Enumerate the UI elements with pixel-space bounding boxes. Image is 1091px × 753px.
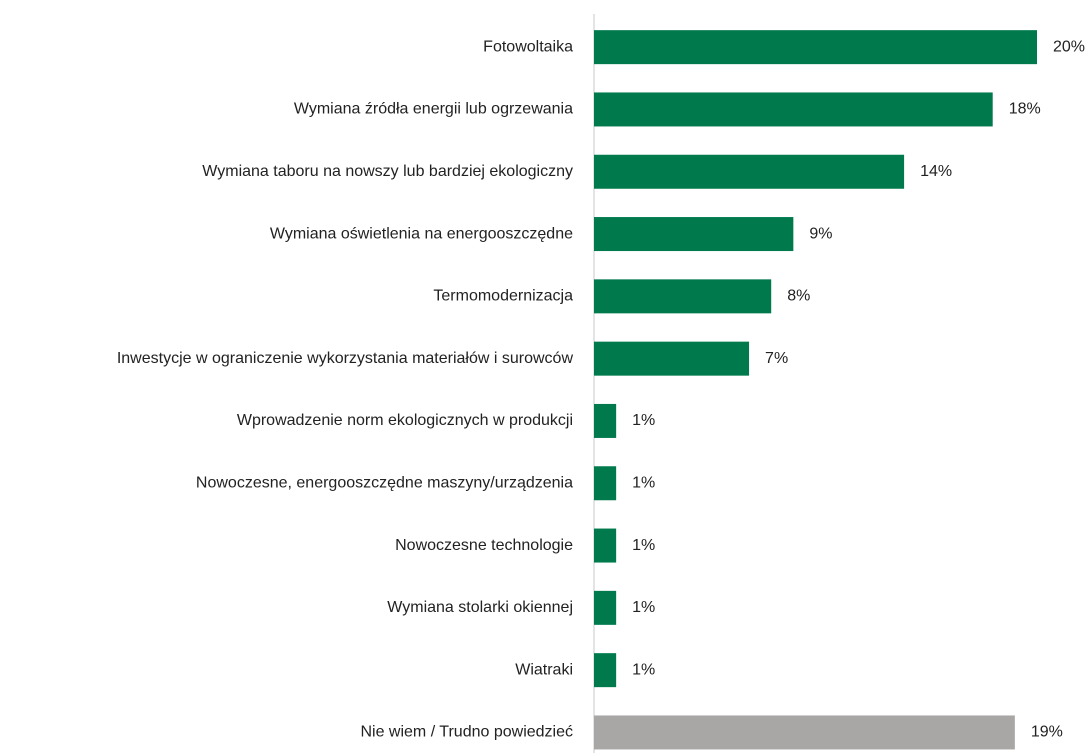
bar	[594, 590, 617, 625]
value-label: 1%	[632, 661, 655, 678]
bar	[594, 217, 794, 252]
value-label: 14%	[920, 163, 952, 180]
bar	[594, 92, 993, 127]
value-label: 1%	[632, 537, 655, 554]
value-label: 9%	[809, 225, 832, 242]
bar	[594, 653, 617, 688]
bar	[594, 528, 617, 563]
category-label: Wiatraki	[515, 661, 573, 678]
value-label: 1%	[632, 599, 655, 616]
bar	[594, 279, 772, 314]
category-label: Inwestycje w ograniczenie wykorzystania …	[117, 350, 574, 367]
bar	[594, 30, 1037, 65]
category-label: Wymiana źródła energii lub ogrzewania	[294, 101, 573, 118]
value-label: 19%	[1031, 724, 1063, 741]
bar	[594, 715, 1015, 750]
category-label: Wymiana taboru na nowszy lub bardziej ek…	[202, 163, 573, 180]
value-label: 1%	[632, 412, 655, 429]
value-label: 20%	[1053, 38, 1085, 55]
value-label: 7%	[765, 350, 788, 367]
value-label: 8%	[787, 288, 810, 305]
category-label: Fotowoltaika	[483, 38, 573, 55]
category-label: Nowoczesne technologie	[395, 537, 573, 554]
category-label: Wprowadzenie norm ekologicznych w produk…	[237, 412, 573, 429]
category-label: Wymiana oświetlenia na energooszczędne	[270, 225, 573, 242]
bar	[594, 154, 905, 189]
category-label: Wymiana stolarki okiennej	[387, 599, 573, 616]
value-label: 1%	[632, 474, 655, 491]
bar	[594, 403, 617, 438]
bar	[594, 466, 617, 501]
category-label: Termomodernizacja	[433, 288, 573, 305]
category-label: Nie wiem / Trudno powiedzieć	[360, 724, 573, 741]
bar	[594, 341, 750, 376]
category-label: Nowoczesne, energooszczędne maszyny/urzą…	[196, 474, 573, 491]
value-label: 18%	[1009, 101, 1041, 118]
